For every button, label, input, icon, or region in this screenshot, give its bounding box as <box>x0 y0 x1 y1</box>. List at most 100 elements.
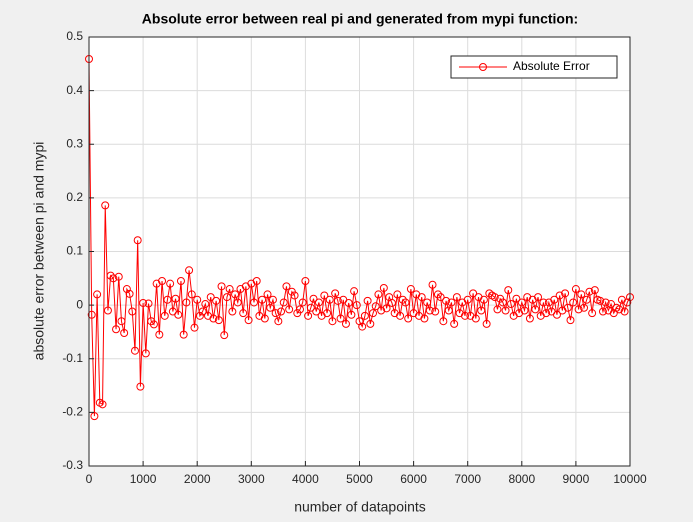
legend-label: Absolute Error <box>513 59 590 73</box>
data-point <box>304 311 313 320</box>
data-point <box>452 293 461 302</box>
legend-box <box>450 55 618 79</box>
data-point <box>179 330 188 339</box>
data-point <box>598 307 607 316</box>
data-point <box>160 311 169 320</box>
data-point <box>98 400 107 409</box>
data-point <box>176 276 185 285</box>
data-point <box>596 296 605 305</box>
data-point <box>309 294 318 303</box>
data-point <box>231 290 240 299</box>
data-point <box>277 307 286 316</box>
x-tick-label: 9000 <box>563 472 590 486</box>
data-point <box>312 307 321 316</box>
y-tick-label: 0.4 <box>66 83 83 97</box>
data-point <box>442 296 451 305</box>
data-point <box>163 295 172 304</box>
data-point <box>550 295 559 304</box>
data-point <box>450 319 459 328</box>
x-tick-label: 10000 <box>613 472 647 486</box>
data-point <box>206 293 215 302</box>
data-point <box>212 296 221 305</box>
data-point <box>479 295 488 304</box>
data-point <box>574 305 583 314</box>
data-point <box>377 306 386 315</box>
ticks: 0 1000 2000 3000 4000 5000 6000 7000 8000 9000 100… <box>62 29 647 486</box>
data-point <box>615 305 624 314</box>
x-tick-label: 3000 <box>238 472 265 486</box>
data-point <box>306 303 315 312</box>
data-point <box>469 289 478 298</box>
data-point <box>561 289 570 298</box>
data-point <box>109 274 118 283</box>
data-point <box>428 280 437 289</box>
data-point <box>490 293 499 302</box>
data-point <box>344 298 353 307</box>
data-point <box>379 283 388 292</box>
y-tick-label: -0.3 <box>62 458 83 472</box>
data-point <box>374 290 383 299</box>
data-point <box>620 307 629 316</box>
data-point <box>271 309 280 318</box>
data-point <box>103 306 112 315</box>
data-point <box>182 298 191 307</box>
data-point <box>244 316 253 325</box>
data-point <box>252 276 261 285</box>
data-point <box>433 290 442 299</box>
data-point <box>193 295 202 304</box>
data-point <box>471 314 480 323</box>
data-point <box>542 309 551 318</box>
data-point <box>582 295 591 304</box>
data-point <box>423 298 432 307</box>
data-point <box>90 412 99 421</box>
data-point <box>141 349 150 358</box>
plot <box>85 54 634 421</box>
data-point <box>363 296 372 305</box>
data-point <box>101 201 110 210</box>
chart-title: Absolute error between real pi and gener… <box>142 11 578 27</box>
x-axis-label: number of datapoints <box>294 499 426 515</box>
data-point <box>460 311 469 320</box>
x-tick-label: 2000 <box>184 472 211 486</box>
data-point <box>282 282 291 291</box>
data-point <box>185 266 194 275</box>
x-tick-label: 6000 <box>400 472 427 486</box>
data-point <box>420 314 429 323</box>
data-point <box>607 300 616 309</box>
data-point <box>341 319 350 328</box>
data-point <box>174 310 183 319</box>
data-point <box>401 298 410 307</box>
data-point <box>406 285 415 294</box>
data-point <box>360 311 369 320</box>
data-point <box>266 303 275 312</box>
data-point <box>404 314 413 323</box>
data-point <box>369 309 378 318</box>
x-tick-label: 1000 <box>130 472 157 486</box>
data-point <box>117 317 126 326</box>
y-tick-label: -0.2 <box>62 405 83 419</box>
data-point <box>498 298 507 307</box>
data-point <box>517 298 526 307</box>
data-point <box>588 309 597 318</box>
data-point <box>314 298 323 307</box>
data-point <box>301 276 310 285</box>
data-point <box>320 291 329 300</box>
legend-marker <box>479 63 487 71</box>
data-point <box>155 330 164 339</box>
data-point <box>260 314 269 323</box>
data-point <box>198 307 207 316</box>
data-point <box>195 311 204 320</box>
data-point <box>122 285 131 294</box>
data-point <box>114 272 123 281</box>
data-point <box>477 306 486 315</box>
data-point <box>136 382 145 391</box>
data-point <box>239 309 248 318</box>
data-point <box>325 295 334 304</box>
data-point <box>158 276 167 285</box>
data-point <box>444 306 453 315</box>
data-point <box>393 290 402 299</box>
data-point <box>552 310 561 319</box>
data-point <box>525 314 534 323</box>
x-tick-label: 8000 <box>508 472 535 486</box>
data-point <box>268 295 277 304</box>
